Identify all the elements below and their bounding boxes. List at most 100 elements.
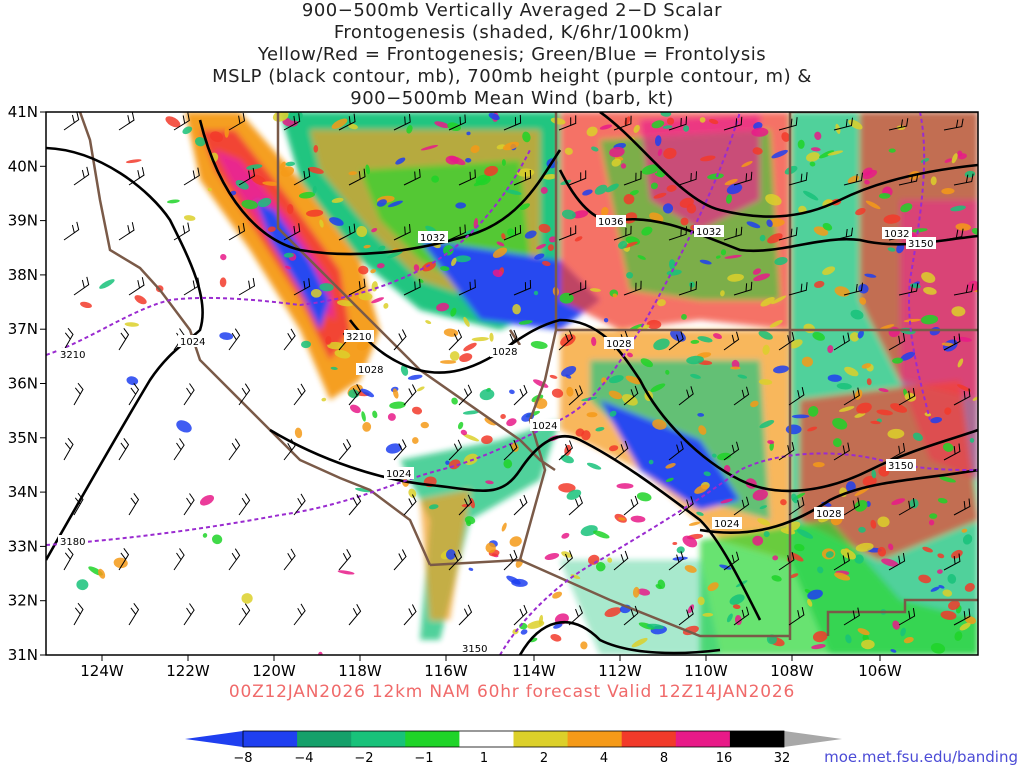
shade-speck [492,247,508,258]
shade-speck [865,200,881,210]
shade-speck [434,121,450,128]
shade-speck [558,483,576,493]
wind-barb [503,439,518,461]
shade-speck [646,319,662,330]
credit-link[interactable]: moe.met.fsu.edu/banding [824,748,1018,766]
shade-speck [724,178,738,186]
shade-speck [76,579,89,591]
shade-speck [356,226,368,237]
colorbar-label: −8 [233,751,252,766]
shade-speck [752,268,762,275]
shade-speck [890,403,908,413]
wind-barb [228,112,246,131]
shade-speck [855,208,866,216]
shade-speck [591,146,599,152]
shade-speck [637,255,646,260]
shade-speck [854,412,866,418]
shade-speck [656,299,666,307]
shade-speck [262,181,280,186]
shade-speck [459,353,473,363]
shade-speck [879,324,895,330]
wind-barb [833,332,850,351]
shade-speck [741,161,753,168]
colorbar-cell [243,731,298,747]
shade-speck [637,588,651,596]
shade-speck [593,530,610,539]
shade-speck [854,487,869,497]
lon-label: 122W [166,662,210,680]
wind-barb [73,492,84,516]
height-label: 3150 [462,644,487,655]
shade-speck [708,118,719,125]
wind-barb [678,496,694,516]
shade-speck [930,416,943,424]
map-title-line-5: 900−500mb Mean Wind (barb, kt) [350,88,674,109]
wind-barb [63,547,74,571]
colorbar-cell [351,731,406,747]
shade-speck [318,651,323,655]
shade-speck [812,462,825,468]
shade-speck [608,390,623,400]
shade-speck [928,519,935,526]
lake-mead [508,329,522,346]
shade-speck [620,163,627,169]
shade-speck [586,412,598,418]
shade-speck [862,169,878,180]
shade-speck [492,269,503,278]
shade-speck [431,175,439,183]
wind-barb [788,282,808,296]
shade-speck [720,290,725,297]
shade-speck [832,438,842,448]
shade-speck [715,255,721,259]
shade-speck [202,533,208,538]
shade-speck [207,187,212,192]
shade-speck [365,164,370,175]
shade-speck [810,147,821,152]
shade-speck [753,273,771,282]
shade-speck [859,297,867,305]
shade-speck [962,534,973,545]
shade-speck [771,295,787,305]
colorbar-arrow-right [784,731,842,747]
wind-barb [293,383,306,406]
shade-speck [524,230,537,239]
shade-speck [819,150,835,159]
shade-speck [470,145,480,154]
colorbar-cell [513,731,569,747]
shade-speck [586,462,602,470]
shade-speck [957,358,964,368]
shade-speck [416,386,425,392]
mslp-label: 1024 [386,469,411,480]
shade-speck [752,147,763,155]
shade-speck [183,215,196,221]
shade-speck [125,159,142,164]
shade-speck [767,440,775,445]
wind-barb [458,494,473,516]
wind-barb [843,172,863,186]
shade-speck [892,620,900,630]
shade-speck [791,414,810,419]
shade-speck [241,199,258,210]
wind-barb [668,441,684,461]
us-mexico-border [429,558,790,638]
shade-speck [937,569,943,574]
shade-speck [771,575,782,582]
shade-speck [440,360,457,364]
shade-speck [900,203,913,213]
shade-speck [420,144,439,151]
wind-barb [348,168,366,186]
wind-barb [63,221,80,241]
shade-speck [542,174,558,180]
shade-speck [376,199,387,207]
shade-speck [727,273,744,282]
mslp-label: 1028 [358,365,383,376]
wind-barb [953,388,971,406]
shade-speck [681,314,687,320]
shade-speck [559,292,574,304]
colorbar-label: 8 [660,751,668,766]
wind-barb [953,283,974,296]
shade-speck [951,153,958,164]
mslp-label: 1024 [714,519,739,530]
shade-speck [501,233,506,240]
shade-speck [387,200,403,208]
